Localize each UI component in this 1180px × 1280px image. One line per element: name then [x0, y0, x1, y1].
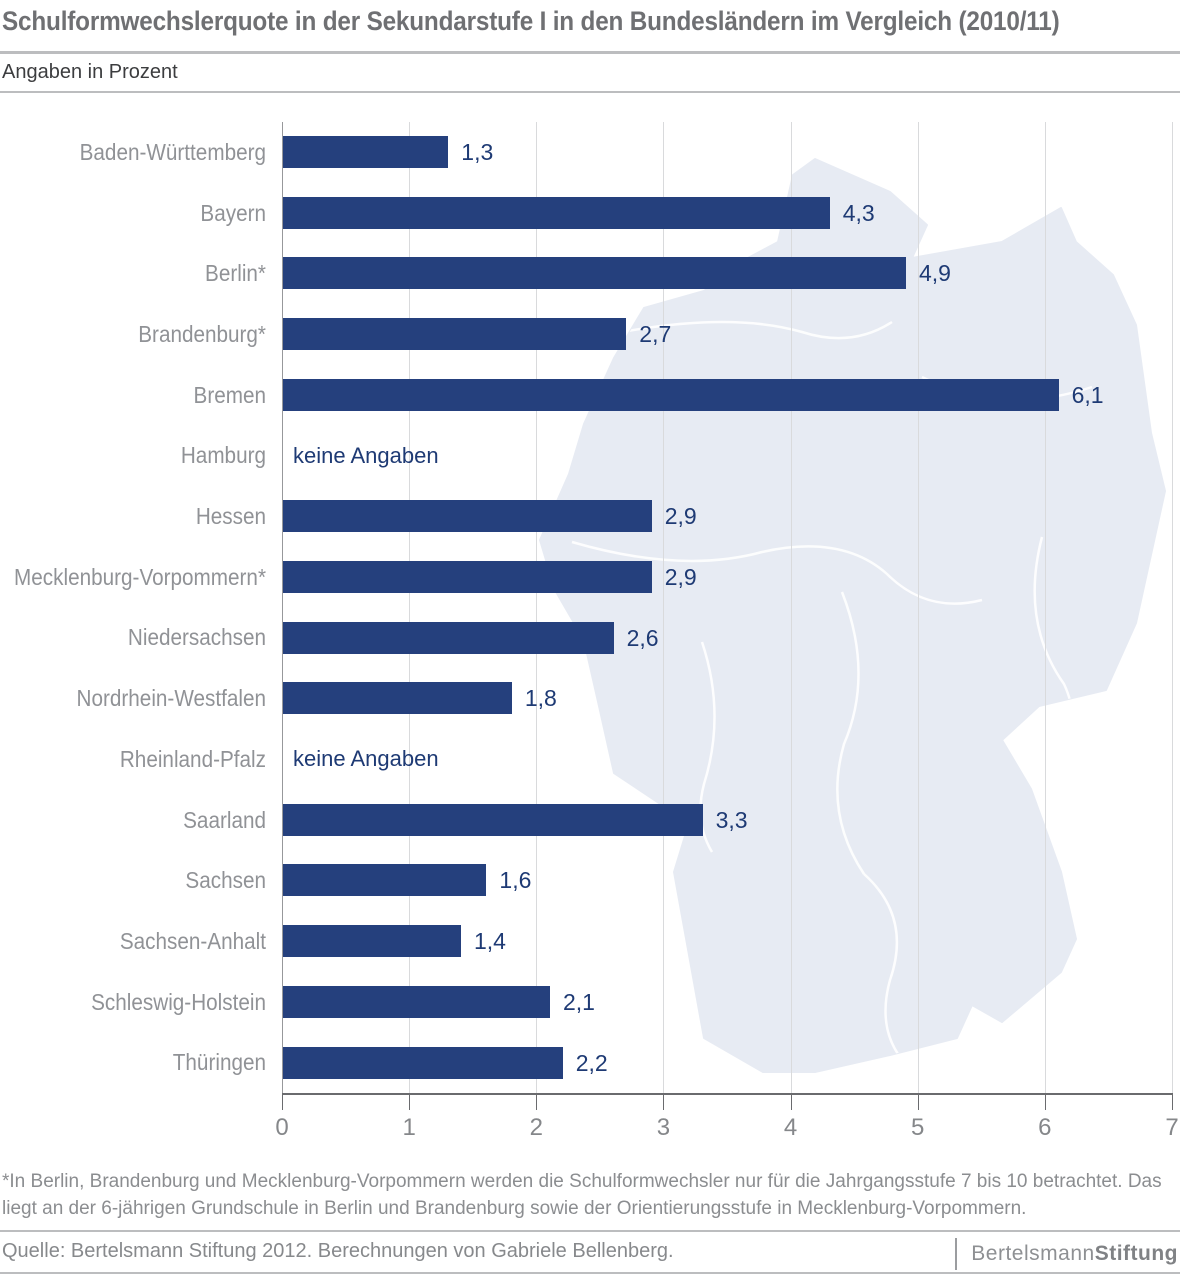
value-bar: [283, 196, 830, 229]
value-bar: [283, 985, 550, 1018]
category-label: Brandenburg*: [138, 320, 266, 347]
value-bar: [283, 864, 487, 897]
value-label: 2,2: [575, 1049, 608, 1076]
axis-tick-label: 0: [275, 1114, 289, 1141]
axis-tick: [409, 1093, 411, 1110]
value-label: 2,7: [639, 321, 672, 348]
gridline: [663, 122, 665, 1093]
axis-tick: [1172, 1093, 1173, 1110]
category-label: Bayern: [200, 199, 266, 226]
page-title: Schulformwechslerquote in der Sekundarst…: [2, 6, 1060, 36]
logo-divider: [955, 1238, 958, 1270]
value-bar: [283, 621, 614, 654]
axis-tick: [917, 1093, 919, 1110]
gridline: [1044, 122, 1046, 1093]
axis-tick: [536, 1093, 538, 1110]
chart-row: Sachsen 1,6: [0, 850, 1180, 911]
value-label: 1,3: [461, 139, 494, 165]
chart-row: Hamburg keine Angaben: [0, 426, 1180, 487]
value-bar: [283, 682, 512, 715]
value-label: 2,1: [563, 988, 595, 1015]
category-label: Schleswig-Holstein: [91, 988, 267, 1015]
value-bar: [283, 560, 652, 593]
axis-tick-label: 4: [783, 1114, 798, 1141]
subtitle-label: Angaben in Prozent: [2, 61, 178, 83]
chart-row: Baden-Württemberg 1,3: [0, 122, 1180, 183]
chart-row: Bayern 4,3: [0, 183, 1180, 244]
chart-row: Sachsen-Anhalt 1,4: [0, 911, 1180, 972]
gridline: [536, 122, 538, 1093]
value-bar: [283, 803, 703, 836]
gridline: [790, 122, 792, 1093]
category-label: Mecklenburg-Vorpommern*: [14, 563, 267, 590]
chart-row: Schleswig-Holstein 2,1: [0, 972, 1180, 1033]
y-axis-line: [282, 122, 283, 1093]
axis-tick-label: 3: [656, 1114, 671, 1141]
axis-tick: [663, 1093, 665, 1110]
value-bar: [283, 1046, 563, 1079]
gridline: [409, 122, 411, 1093]
no-data-label: keine Angaben: [293, 746, 439, 771]
chart-row: Niedersachsen 2,6: [0, 608, 1180, 669]
value-label: 1,6: [499, 867, 532, 894]
axis-tick-label: 7: [1165, 1114, 1179, 1141]
logo-text-regular: Bertelsmann: [971, 1242, 1095, 1265]
divider: [0, 91, 1180, 93]
bar-chart: 0 1 2 3 4 5 6 7 Baden-Württemberg 1,3 Bayern 4,3 Be…: [0, 122, 1180, 1141]
divider: [0, 1230, 1180, 1232]
axis-tick: [790, 1093, 792, 1110]
footnote-text: *In Berlin, Brandenburg und Mecklenburg-…: [2, 1171, 1162, 1219]
category-label: Niedersachsen: [127, 624, 266, 651]
chart-row: Rheinland-Pfalz keine Angaben: [0, 729, 1180, 790]
value-label: 6,1: [1071, 381, 1104, 408]
chart-row: Mecklenburg-Vorpommern* 2,9: [0, 547, 1180, 608]
chart-row: Hessen 2,9: [0, 486, 1180, 547]
value-label: 2,9: [664, 563, 697, 590]
category-label: Bremen: [193, 381, 266, 408]
category-label: Baden-Württemberg: [79, 138, 266, 165]
category-label: Hessen: [195, 503, 266, 530]
gridline: [1172, 122, 1173, 1093]
logo-text-bold: Stiftung: [1094, 1242, 1178, 1265]
value-bar: [283, 136, 449, 168]
value-label: 2,9: [664, 503, 697, 530]
value-label: 1,4: [474, 928, 506, 955]
chart-row: Nordrhein-Westfalen 1,8: [0, 668, 1180, 729]
chart-row: Saarland 3,3: [0, 790, 1180, 851]
value-label: 3,3: [715, 806, 748, 833]
chart-row: Thüringen 2,2: [0, 1033, 1180, 1094]
value-label: 2,6: [626, 624, 659, 651]
axis-tick-label: 2: [529, 1114, 543, 1141]
category-label: Hamburg: [180, 442, 266, 469]
value-bar: [283, 318, 627, 351]
category-label: Sachsen: [185, 867, 266, 894]
axis-tick: [282, 1093, 283, 1110]
value-label: 1,8: [524, 685, 557, 712]
chart-row: Berlin* 4,9: [0, 243, 1180, 304]
axis-tick-label: 1: [402, 1114, 416, 1141]
chart-row: Brandenburg* 2,7: [0, 304, 1180, 365]
bertelsmann-stiftung-logo: Bertelsmann Stiftung: [955, 1237, 1178, 1271]
category-label: Saarland: [183, 806, 266, 833]
value-bar: [283, 378, 1059, 411]
value-label: 4,3: [842, 199, 875, 226]
axis-tick: [1044, 1093, 1046, 1110]
chart-row: Bremen 6,1: [0, 365, 1180, 426]
gridline: [917, 122, 919, 1093]
divider: [0, 1272, 1180, 1274]
divider: [0, 51, 1180, 54]
category-label: Sachsen-Anhalt: [119, 927, 266, 954]
axis-tick-label: 6: [1038, 1114, 1052, 1141]
value-bar: [283, 257, 906, 290]
value-bar: [283, 500, 652, 533]
category-label: Thüringen: [172, 1049, 266, 1076]
axis-tick-label: 5: [911, 1114, 925, 1141]
source-text: Quelle: Bertelsmann Stiftung 2012. Berec…: [2, 1240, 674, 1262]
category-label: Rheinland-Pfalz: [119, 745, 266, 772]
category-label: Berlin*: [205, 260, 266, 287]
value-bar: [283, 925, 461, 958]
no-data-label: keine Angaben: [293, 442, 439, 468]
category-label: Nordrhein-Westfalen: [76, 685, 266, 712]
value-label: 4,9: [919, 260, 951, 287]
